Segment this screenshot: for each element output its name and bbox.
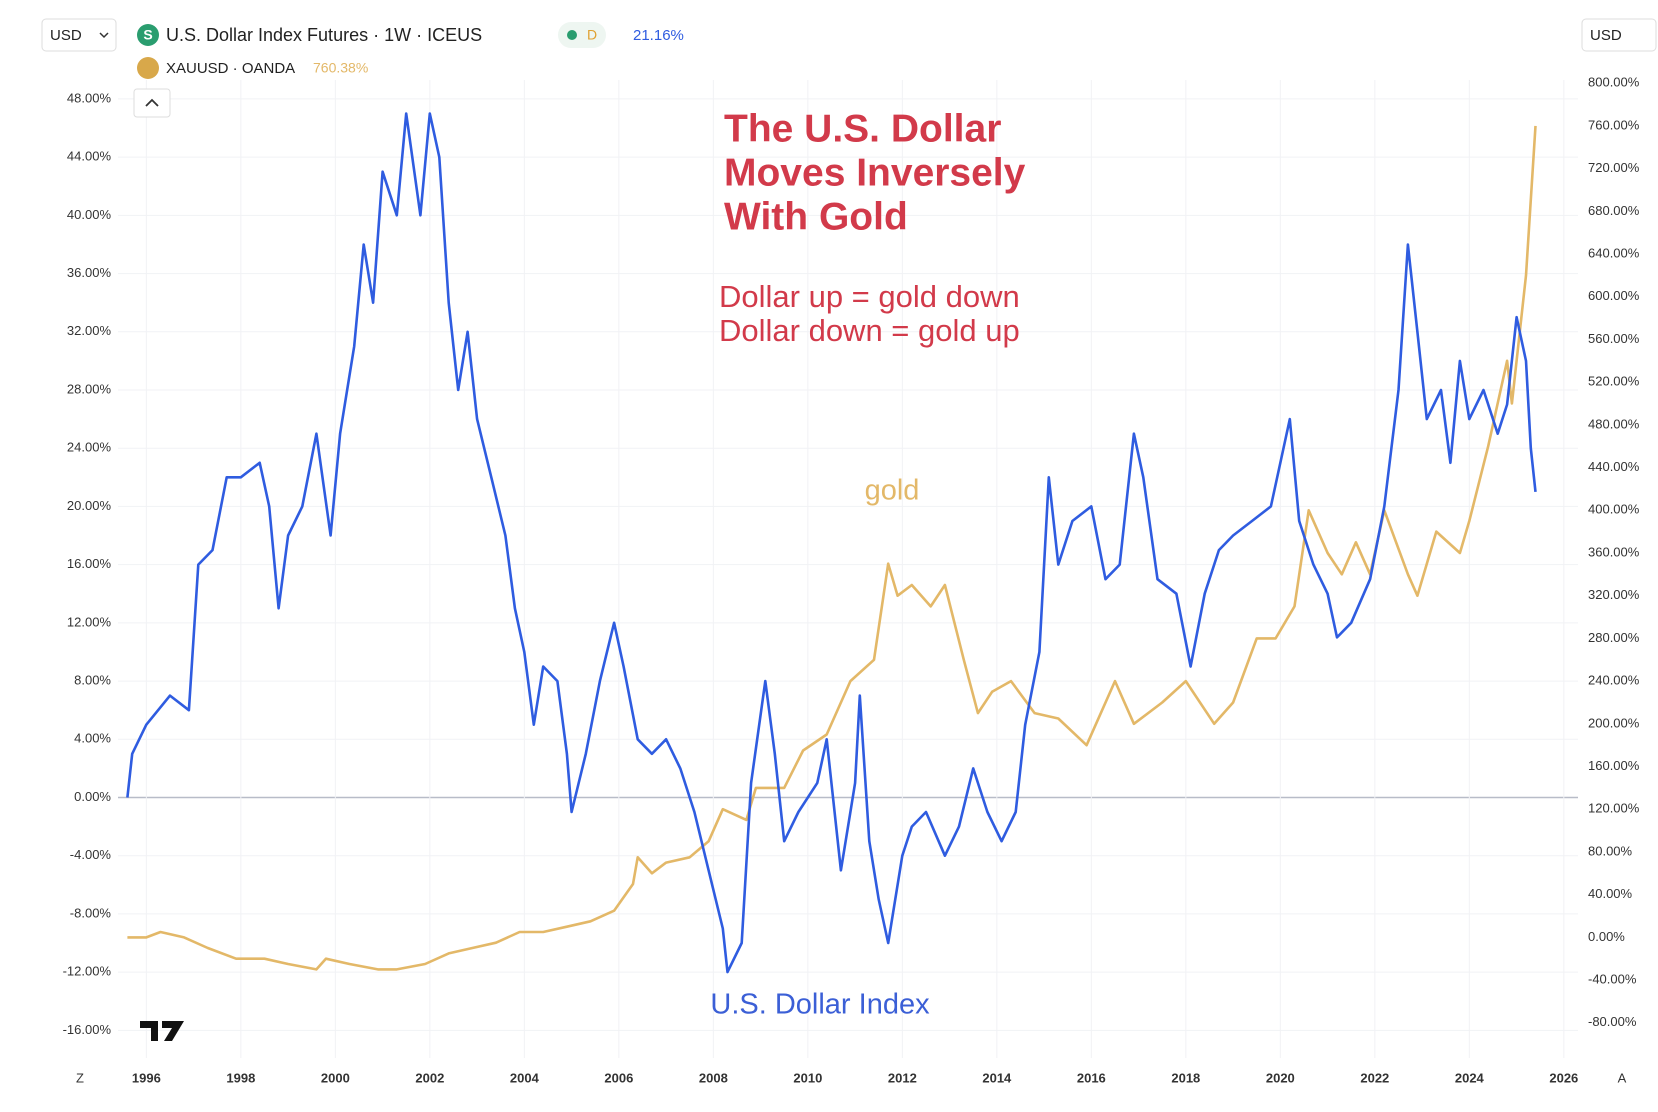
title-line: With Gold bbox=[724, 195, 908, 238]
x-tick-label: 2010 bbox=[793, 1070, 822, 1085]
series-icon bbox=[137, 57, 159, 79]
y2-tick-label: 800.00% bbox=[1588, 75, 1640, 90]
subtitle-line: Dollar up = gold down bbox=[719, 279, 1020, 314]
x-tick-label: 2000 bbox=[321, 1070, 350, 1085]
subtitle-line: Dollar down = gold up bbox=[719, 313, 1020, 348]
x-tick-label: 1998 bbox=[226, 1070, 255, 1085]
y2-tick-label: 760.00% bbox=[1588, 117, 1640, 132]
x-tick-label: 1996 bbox=[132, 1070, 161, 1085]
logo bbox=[140, 1021, 184, 1041]
x-tick-label: 2018 bbox=[1171, 1070, 1200, 1085]
collapse-icon bbox=[145, 98, 159, 107]
title-line: Moves Inversely bbox=[724, 151, 1026, 194]
y2-tick-label: 520.00% bbox=[1588, 374, 1640, 389]
y2-tick-label: 160.00% bbox=[1588, 758, 1640, 773]
subtitle: Dollar up = gold down Dollar down = gold… bbox=[719, 279, 1020, 348]
y2-tick-label: -40.00% bbox=[1588, 971, 1637, 986]
x-tick-label: 2008 bbox=[699, 1070, 728, 1085]
x-tick-label: 2012 bbox=[888, 1070, 917, 1085]
y2-tick-label: 360.00% bbox=[1588, 544, 1640, 559]
collapse-button[interactable] bbox=[133, 88, 171, 118]
y-tick-label: 32.00% bbox=[67, 323, 112, 338]
series-line bbox=[127, 125, 1537, 971]
y-tick-label: 40.00% bbox=[67, 207, 112, 222]
x-tick-label: 2024 bbox=[1455, 1070, 1485, 1085]
y-tick-label: -12.00% bbox=[63, 964, 112, 979]
scale-button[interactable]: A bbox=[1618, 1070, 1627, 1085]
currency-button[interactable] bbox=[41, 18, 117, 52]
y2-tick-label: 80.00% bbox=[1588, 843, 1633, 858]
x-tick-label: 2004 bbox=[510, 1070, 540, 1085]
y2-tick-label: 600.00% bbox=[1588, 288, 1640, 303]
y2-tick-label: 680.00% bbox=[1588, 203, 1640, 218]
y2-tick-label: 640.00% bbox=[1588, 245, 1640, 260]
interval: D bbox=[587, 27, 597, 43]
y2-tick-label: 560.00% bbox=[1588, 331, 1640, 346]
x-tick-label: 2002 bbox=[415, 1070, 444, 1085]
y-tick-label: 12.00% bbox=[67, 614, 112, 629]
plot bbox=[126, 112, 1537, 974]
scale-button[interactable]: Z bbox=[76, 1070, 84, 1085]
legend-entry: U.S. Dollar Index Futures · 1W · ICEUS bbox=[166, 25, 482, 45]
y-tick-label: 48.00% bbox=[67, 90, 112, 105]
legend-value: 760.38% bbox=[313, 60, 368, 76]
legend-value: 21.16% bbox=[633, 27, 684, 44]
y2-tick-label: 720.00% bbox=[1588, 160, 1640, 175]
y-tick-label: 24.00% bbox=[67, 440, 112, 455]
y-tick-label: -16.00% bbox=[63, 1022, 112, 1037]
y2-tick-label: 200.00% bbox=[1588, 715, 1640, 730]
y-tick-label: -8.00% bbox=[70, 905, 112, 920]
grid bbox=[118, 80, 1578, 1058]
interval-badge[interactable] bbox=[558, 22, 606, 48]
y2-tick-label: 0.00% bbox=[1588, 929, 1625, 944]
y2-tick-label: 40.00% bbox=[1588, 886, 1633, 901]
x-tick-label: 2020 bbox=[1266, 1070, 1295, 1085]
y2-tick-label: 240.00% bbox=[1588, 673, 1640, 688]
y2-tick-label: 120.00% bbox=[1588, 801, 1640, 816]
dropdown-arrow bbox=[99, 32, 109, 39]
currency-right: USD bbox=[1590, 27, 1622, 44]
y-tick-label: -4.00% bbox=[70, 847, 112, 862]
title: The U.S. Dollar Moves Inversely With Gol… bbox=[724, 107, 1026, 238]
currency-button[interactable] bbox=[1581, 18, 1657, 52]
y2-tick-label: 320.00% bbox=[1588, 587, 1640, 602]
annotation-gold: gold bbox=[865, 475, 920, 507]
currency-left: USD bbox=[50, 27, 82, 44]
y-tick-label: 36.00% bbox=[67, 265, 112, 280]
y-tick-label: 4.00% bbox=[74, 731, 111, 746]
y2-tick-label: 280.00% bbox=[1588, 630, 1640, 645]
x-tick-label: 2016 bbox=[1077, 1070, 1106, 1085]
x-tick-label: 2026 bbox=[1549, 1070, 1578, 1085]
series-icon-letter: S bbox=[143, 27, 152, 43]
y-tick-label: 16.00% bbox=[67, 556, 112, 571]
series-line bbox=[126, 112, 1537, 974]
y2-tick-label: 440.00% bbox=[1588, 459, 1640, 474]
series-icon bbox=[137, 24, 159, 46]
y-tick-label: 0.00% bbox=[74, 789, 111, 804]
y2-tick-label: 480.00% bbox=[1588, 416, 1640, 431]
status-dot bbox=[567, 30, 577, 40]
title-line: The U.S. Dollar bbox=[724, 107, 1001, 150]
y-tick-label: 8.00% bbox=[74, 673, 111, 688]
y-tick-label: 44.00% bbox=[67, 149, 112, 164]
annotation-dollar: U.S. Dollar Index bbox=[710, 989, 930, 1021]
x-tick-label: 2014 bbox=[982, 1070, 1012, 1085]
y2-tick-label: 400.00% bbox=[1588, 502, 1640, 517]
y-tick-label: 20.00% bbox=[67, 498, 112, 513]
x-tick-label: 2022 bbox=[1360, 1070, 1389, 1085]
y-tick-label: 28.00% bbox=[67, 381, 112, 396]
y2-tick-label: -80.00% bbox=[1588, 1014, 1637, 1029]
x-tick-label: 2006 bbox=[604, 1070, 633, 1085]
legend-entry: XAUUSD · OANDA bbox=[166, 60, 295, 77]
